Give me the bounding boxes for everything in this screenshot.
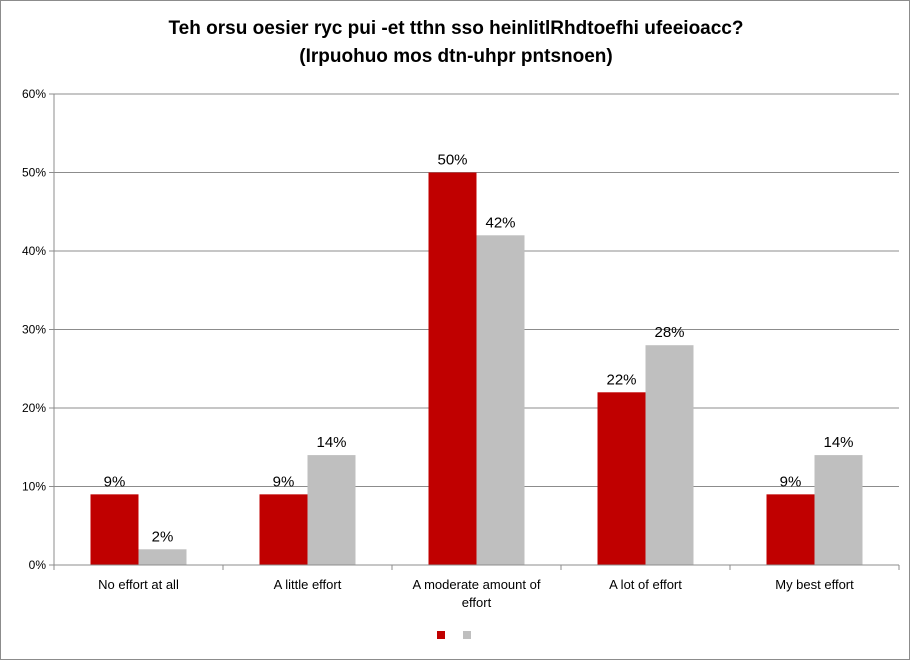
y-axis-ticks: 0% 10% 20% 30% 40% 50% 60% bbox=[22, 87, 46, 572]
bar-series-1 bbox=[597, 392, 646, 565]
y-tick-label: 60% bbox=[22, 87, 46, 101]
title-line: Teh orsu oesier ryc pui -et tthn sso hei… bbox=[168, 18, 743, 39]
x-category-label: My best effort bbox=[775, 577, 854, 592]
data-label: 14% bbox=[316, 434, 346, 451]
chart-title: Teh orsu oesier ryc pui -et tthn sso hei… bbox=[168, 18, 743, 67]
axes bbox=[53, 94, 900, 570]
bars bbox=[90, 172, 863, 566]
bar-series-2 bbox=[814, 455, 863, 565]
data-label: 9% bbox=[104, 473, 126, 490]
y-tick-label: 30% bbox=[22, 323, 46, 337]
data-label: 22% bbox=[606, 371, 636, 388]
y-tick-label: 40% bbox=[22, 244, 46, 258]
data-label: 50% bbox=[437, 152, 467, 169]
data-label: 2% bbox=[152, 528, 174, 545]
data-label: 9% bbox=[780, 473, 802, 490]
x-category-label: No effort at all bbox=[98, 577, 179, 592]
x-axis-categories: No effort at all A little effort A moderat… bbox=[98, 577, 854, 610]
bar-series-1 bbox=[766, 494, 815, 565]
legend bbox=[437, 631, 471, 639]
bar-series-2 bbox=[307, 455, 356, 565]
data-label: 28% bbox=[654, 324, 684, 341]
y-tick-label: 0% bbox=[29, 558, 47, 572]
bar-series-2 bbox=[645, 345, 694, 565]
x-category-label: effort bbox=[462, 595, 492, 610]
legend-swatch bbox=[463, 631, 471, 639]
legend-swatch bbox=[437, 631, 445, 639]
data-labels: 9% 9% 50% 22% 9% 2% 14% 42% 28% 14% bbox=[104, 152, 854, 546]
bar-series-2 bbox=[476, 235, 525, 566]
data-label: 42% bbox=[485, 214, 515, 231]
bar-series-1 bbox=[428, 172, 477, 565]
y-tick-label: 50% bbox=[22, 166, 46, 180]
x-category-label: A moderate amount of bbox=[413, 577, 541, 592]
bar-series-1 bbox=[259, 494, 308, 565]
data-label: 9% bbox=[273, 473, 295, 490]
bar-series-2 bbox=[138, 549, 187, 565]
y-tick-label: 20% bbox=[22, 401, 46, 415]
data-label: 14% bbox=[823, 434, 853, 451]
title-line: (Irpuohuo mos dtn-uhpr pntsnoen) bbox=[299, 46, 612, 67]
x-category-label: A lot of effort bbox=[609, 577, 682, 592]
x-category-label: A little effort bbox=[274, 577, 342, 592]
y-tick-label: 10% bbox=[22, 480, 46, 494]
bar-series-1 bbox=[90, 494, 139, 565]
